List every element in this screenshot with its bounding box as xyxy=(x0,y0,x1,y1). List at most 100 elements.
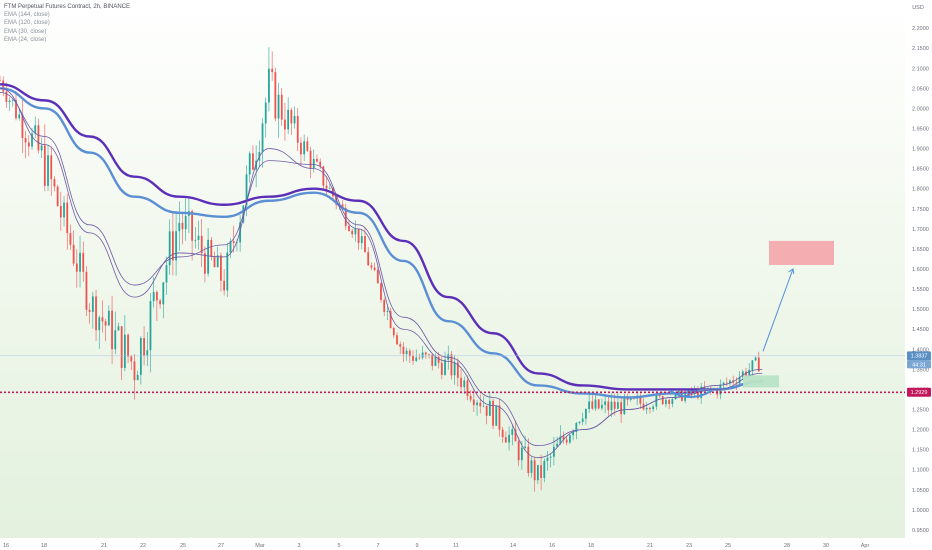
candle-body xyxy=(191,211,194,241)
candle-body xyxy=(75,263,78,272)
rounded-bottom-arc[interactable] xyxy=(669,389,713,399)
candle-body xyxy=(568,435,571,443)
time-axis-background xyxy=(0,538,905,550)
price-tick-label: 2.1000 xyxy=(912,66,929,72)
time-tick-label: 25 xyxy=(725,543,731,549)
candle-body xyxy=(623,396,626,415)
price-axis-currency: USD xyxy=(912,5,924,11)
entry-zone-box[interactable] xyxy=(743,375,779,388)
candle-body xyxy=(472,399,475,406)
candle-body xyxy=(488,400,491,416)
candle-body xyxy=(594,399,597,409)
candle-body xyxy=(155,292,158,301)
candle-body xyxy=(53,179,56,187)
candle-body xyxy=(216,255,219,268)
candle-body xyxy=(735,382,738,384)
candle-body xyxy=(348,225,350,231)
price-axis-background xyxy=(905,0,932,550)
candle-body xyxy=(204,253,206,274)
candle-body xyxy=(463,380,466,388)
candle-body xyxy=(316,158,318,162)
time-tick-label: 18 xyxy=(588,543,594,549)
candle-body xyxy=(540,465,542,479)
candle-body xyxy=(389,311,392,328)
candle-body xyxy=(107,310,110,326)
legend-ema-144[interactable]: EMA (144, close) xyxy=(4,12,50,19)
candle-body xyxy=(556,443,558,447)
ema-layer xyxy=(0,83,764,459)
candle-body xyxy=(450,354,453,376)
ema-120-line[interactable] xyxy=(0,87,764,399)
candle-body xyxy=(364,236,366,253)
price-tick-label: 2.1500 xyxy=(912,46,929,52)
candle-body xyxy=(527,446,530,473)
time-tick-label: 18 xyxy=(41,543,47,549)
candle-body xyxy=(236,242,238,243)
target-zone-box[interactable] xyxy=(769,240,834,265)
candle-body xyxy=(658,394,661,397)
candle-body xyxy=(620,402,623,415)
candle-body xyxy=(300,142,302,155)
time-tick-label: 25 xyxy=(180,543,186,549)
candle-body xyxy=(649,407,651,410)
candle-body xyxy=(597,399,600,409)
candle-body xyxy=(476,402,478,406)
candle-body xyxy=(303,141,306,155)
time-tick-label: 22 xyxy=(140,543,146,549)
price-tick-label: 1.6500 xyxy=(912,247,929,253)
candle-body xyxy=(133,361,136,381)
candle-body xyxy=(37,125,40,151)
candle-body xyxy=(171,231,174,261)
candle-body xyxy=(466,380,469,397)
candle-body xyxy=(268,68,270,103)
time-tick-label: 11 xyxy=(453,543,459,549)
projection-arrow[interactable] xyxy=(762,268,794,352)
candle-body xyxy=(585,409,587,419)
legend-ema-24[interactable]: EMA (24, close) xyxy=(4,36,47,43)
candle-body xyxy=(178,222,181,232)
candle-body xyxy=(415,357,418,361)
ema-144-line[interactable] xyxy=(0,83,764,391)
price-axis[interactable]: USD 2.2000 2.1500 2.1000 2.0500 2.0000 1.9500 1… xyxy=(905,0,932,550)
price-tick-label: 1.7500 xyxy=(912,207,929,213)
legend-ema-120[interactable]: EMA (120, close) xyxy=(4,20,50,27)
candle-body xyxy=(264,102,267,124)
time-tick-label: 16 xyxy=(3,543,9,549)
candle-body xyxy=(559,436,562,444)
candle-body xyxy=(114,330,117,350)
candle-body xyxy=(722,382,725,385)
candle-body xyxy=(104,321,107,326)
candle-body xyxy=(123,334,126,368)
candle-body xyxy=(40,145,43,151)
candle-body xyxy=(223,280,226,291)
price-tick-label: 1.4500 xyxy=(912,327,929,333)
candle-body xyxy=(194,239,197,241)
candle-body xyxy=(91,296,94,312)
candle-body xyxy=(613,401,616,409)
ema-24-line[interactable] xyxy=(0,87,763,459)
price-tick-label: 1.0000 xyxy=(912,508,929,514)
countdown-tag xyxy=(907,360,931,369)
price-tick-label: 1.9000 xyxy=(912,147,929,153)
price-tick-label: 1.9500 xyxy=(912,126,929,132)
candle-body xyxy=(546,457,549,461)
candle-body xyxy=(261,123,264,152)
time-axis[interactable]: 16 18 21 22 25 27 Mar 3 5 7 9 11 14 16 18 21 23 25 28 30 Apr xyxy=(0,538,905,550)
candle-body xyxy=(15,100,17,119)
candle-body xyxy=(511,429,514,435)
candle-body xyxy=(287,109,290,130)
candle-body xyxy=(373,267,376,271)
candle-body xyxy=(668,399,671,404)
candle-body xyxy=(69,233,72,245)
level-price-label: 1.2929 xyxy=(911,390,928,396)
candle-body xyxy=(565,439,568,443)
candle-body xyxy=(508,434,510,443)
price-tick-label: 1.3500 xyxy=(912,367,929,373)
candle-body xyxy=(43,145,46,186)
price-tick-label: 1.1500 xyxy=(912,448,929,454)
legend-ema-30[interactable]: EMA (30, close) xyxy=(4,28,47,35)
candle-body xyxy=(335,196,338,205)
price-tick-label: 1.8000 xyxy=(912,187,929,193)
candle-body xyxy=(24,137,27,143)
